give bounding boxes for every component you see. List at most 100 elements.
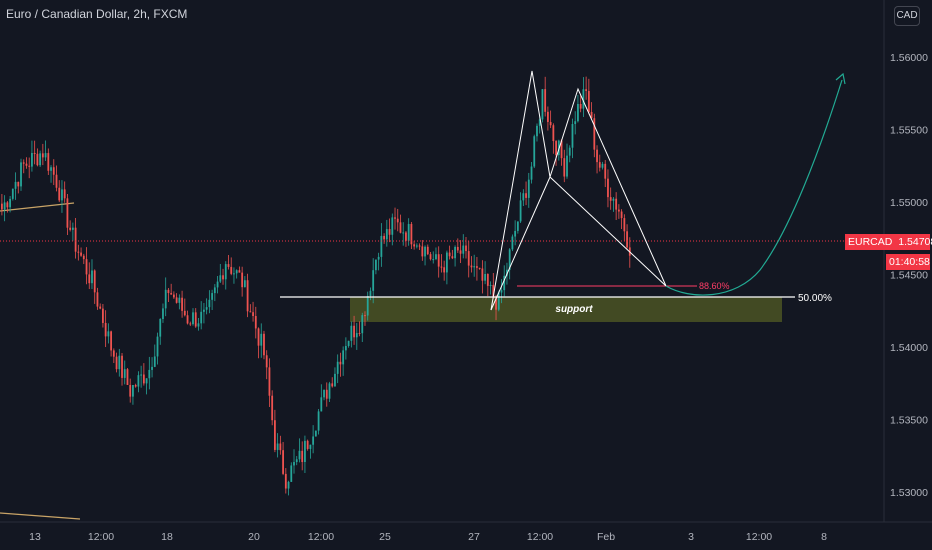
candle-body	[355, 333, 358, 338]
fib-886-label: 88.60%	[699, 281, 730, 291]
candle-body	[560, 140, 563, 159]
candle-body	[571, 124, 574, 148]
x-tick-label: 20	[248, 531, 260, 543]
candle-body	[295, 459, 298, 463]
candle-body	[596, 149, 598, 163]
candle-body	[17, 181, 20, 187]
candle-body	[538, 119, 541, 126]
candle-body	[25, 163, 28, 166]
candle-body	[476, 266, 478, 268]
candle-body	[516, 221, 519, 231]
candle-body	[451, 256, 454, 259]
harmonic-leg-bd	[549, 176, 667, 287]
candle-body	[549, 121, 552, 126]
candle-body	[47, 153, 50, 171]
candle-body	[566, 155, 568, 177]
y-tick-label: 1.54000	[890, 342, 928, 354]
candle-body	[172, 294, 175, 298]
candle-body	[233, 273, 235, 275]
candle-body	[175, 297, 178, 303]
candle-body	[20, 162, 22, 187]
candle-body	[197, 323, 200, 327]
candle-body	[385, 229, 388, 240]
candle-body	[252, 312, 254, 317]
candle-body	[66, 198, 69, 228]
candle-body	[254, 316, 257, 329]
candle-body	[145, 378, 148, 384]
candle-body	[91, 270, 93, 284]
candle-body	[129, 384, 132, 397]
candle-body	[405, 232, 407, 241]
candle-body	[410, 223, 413, 245]
y-tick-label: 1.53500	[890, 415, 928, 427]
price-tag: EURCAD 1.54708	[845, 234, 932, 250]
candle-body	[402, 232, 405, 234]
x-tick-label: 12:00	[527, 531, 553, 543]
x-tick-label: 12:00	[746, 531, 772, 543]
candle-body	[470, 265, 473, 268]
y-tick-label: 1.54500	[890, 270, 928, 282]
candle-body	[276, 443, 279, 450]
candle-body	[375, 259, 377, 271]
candle-body	[612, 198, 615, 201]
candle-body	[508, 249, 511, 270]
candle-body	[9, 198, 11, 208]
candle-body	[437, 254, 440, 267]
candle-body	[112, 350, 115, 357]
candle-body	[312, 436, 315, 445]
candle-body	[200, 311, 203, 324]
support-zone	[350, 297, 782, 322]
candle-body	[306, 440, 309, 449]
candle-body	[183, 310, 186, 316]
candle-body	[194, 312, 197, 327]
candle-body	[287, 481, 290, 489]
candle-body	[361, 315, 364, 334]
candle-body	[418, 245, 421, 247]
candle-body	[388, 229, 391, 235]
candle-body	[377, 256, 380, 260]
candle-body	[533, 136, 536, 167]
y-tick-label: 1.56000	[890, 52, 928, 64]
candle-body	[552, 125, 555, 142]
candle-body	[454, 246, 456, 259]
candle-body	[71, 227, 74, 230]
candle-body	[396, 218, 399, 223]
candle-body	[58, 187, 61, 201]
candle-body	[577, 103, 579, 122]
candle-body	[579, 103, 582, 109]
candle-body	[339, 361, 342, 365]
currency-button[interactable]: CAD	[894, 6, 920, 26]
candle-body	[208, 299, 211, 308]
candle-body	[44, 153, 47, 158]
candle-body	[503, 275, 506, 291]
projection-curve	[665, 79, 843, 296]
candle-body	[424, 246, 426, 257]
candle-body	[290, 465, 293, 482]
candle-body	[140, 374, 143, 376]
candle-body	[415, 245, 418, 247]
candle-body	[102, 308, 104, 323]
candle-body	[28, 165, 31, 167]
candle-body	[413, 244, 416, 247]
x-tick-label: Feb	[597, 531, 615, 543]
candle-body	[126, 369, 129, 385]
countdown-tag: 01:40:58	[886, 254, 930, 270]
candle-body	[82, 255, 85, 260]
candle-body	[525, 193, 527, 198]
candle-body	[268, 367, 271, 396]
candle-body	[391, 217, 394, 235]
x-tick-label: 27	[468, 531, 480, 543]
price-axis[interactable]: 1.56000 1.55500 1.55000 1.54500 1.54000 1.535…	[890, 52, 928, 499]
time-axis[interactable]: 13 12:00 18 20 12:00 25 27 12:00 Feb 3 12:00 8	[29, 531, 827, 543]
candle-body	[22, 162, 25, 164]
candle-body	[514, 230, 517, 237]
candle-body	[511, 236, 514, 250]
candle-body	[142, 374, 145, 384]
candle-body	[298, 450, 301, 460]
candle-body	[167, 289, 170, 294]
y-tick-label: 1.55500	[890, 125, 928, 137]
candle-body	[399, 222, 402, 233]
candle-body	[99, 306, 102, 309]
candle-body	[495, 297, 497, 310]
